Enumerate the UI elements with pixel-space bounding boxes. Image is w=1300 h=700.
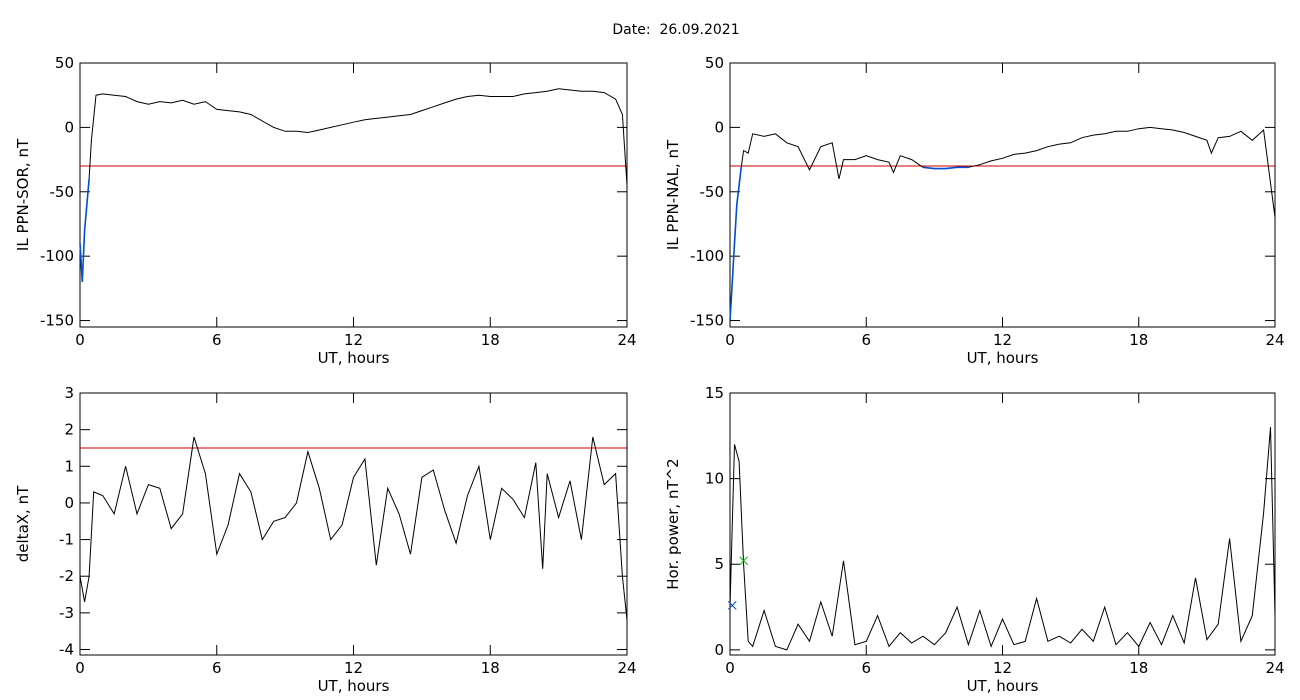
y-axis-label: deltaX, nT (14, 485, 32, 562)
x-tick-label: 12 (993, 659, 1012, 677)
y-tick-label: -100 (690, 247, 724, 265)
y-tick-label: 0 (64, 494, 74, 512)
y-tick-label: 1 (64, 457, 74, 475)
x-tick-label: 18 (1129, 659, 1148, 677)
x-axis-label: UT, hours (967, 349, 1039, 367)
marker (739, 556, 748, 566)
below-threshold-line (922, 166, 969, 170)
y-tick-label: -150 (690, 312, 724, 330)
data-line (729, 427, 1276, 651)
y-tick-label: 15 (705, 384, 724, 402)
y-tick-label: 0 (64, 118, 74, 136)
x-tick-label: 0 (725, 331, 735, 349)
chart-title: Date: 26.09.2021 (612, 22, 739, 38)
x-axis-label: UT, hours (318, 677, 390, 695)
marker (727, 600, 737, 610)
x-tick-label: 12 (993, 331, 1012, 349)
y-axis-label: IL PPN-SOR, nT (14, 138, 32, 251)
y-tick-label: 10 (705, 470, 724, 488)
y-tick-label: -100 (40, 247, 74, 265)
data-line (79, 88, 628, 282)
x-tick-label: 18 (1129, 331, 1148, 349)
x-tick-label: 18 (481, 659, 500, 677)
y-tick-label: -150 (40, 312, 74, 330)
x-axis-label: UT, hours (318, 349, 390, 367)
y-tick-label: -50 (50, 183, 75, 201)
below-threshold-line (729, 165, 743, 321)
x-tick-label: 24 (1265, 659, 1284, 677)
y-tick-label: -50 (700, 183, 725, 201)
y-tick-label: 50 (55, 54, 74, 72)
y-tick-label: 2 (64, 421, 74, 439)
x-tick-label: 24 (1265, 331, 1284, 349)
y-tick-label: 3 (64, 384, 74, 402)
plot-frame (729, 62, 1276, 328)
y-tick-label: -3 (59, 604, 74, 622)
y-tick-label: 5 (714, 555, 724, 573)
x-tick-label: 24 (617, 331, 636, 349)
y-axis-label: Hor. power, nT^2 (664, 458, 682, 589)
y-axis-label: IL PPN-NAL, nT (664, 139, 682, 250)
x-tick-label: 6 (861, 659, 871, 677)
x-tick-label: 0 (75, 659, 85, 677)
x-tick-label: 0 (725, 659, 735, 677)
plot-frame (79, 62, 628, 328)
y-tick-label: 0 (714, 118, 724, 136)
x-tick-label: 0 (75, 331, 85, 349)
data-line (79, 436, 628, 621)
x-tick-label: 18 (481, 331, 500, 349)
y-tick-label: 0 (714, 641, 724, 659)
x-axis-label: UT, hours (967, 677, 1039, 695)
below-threshold-line (79, 178, 90, 282)
x-tick-label: 12 (344, 659, 363, 677)
data-line (729, 126, 1276, 321)
y-tick-label: -2 (59, 567, 74, 585)
x-tick-label: 6 (212, 659, 222, 677)
x-tick-label: 24 (617, 659, 636, 677)
x-tick-label: 6 (861, 331, 871, 349)
y-tick-label: 50 (705, 54, 724, 72)
y-tick-label: -1 (59, 531, 74, 549)
y-tick-label: -4 (59, 641, 74, 659)
x-tick-label: 12 (344, 331, 363, 349)
plot-frame (729, 392, 1276, 656)
x-tick-label: 6 (212, 331, 222, 349)
